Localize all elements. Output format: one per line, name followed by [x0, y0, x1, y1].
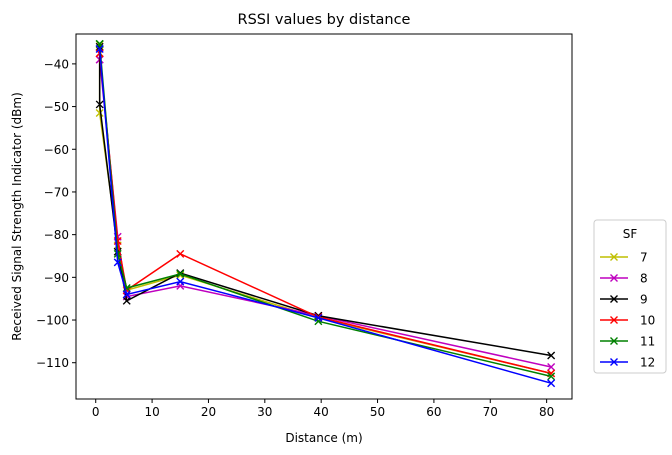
y-tick-label: −100 — [36, 314, 69, 328]
x-tick-label: 10 — [144, 405, 159, 419]
series-line — [98, 59, 552, 368]
legend-marker — [610, 337, 618, 345]
legend-entry-sf-12: 12 — [600, 356, 655, 370]
data-point-marker — [122, 290, 131, 299]
legend-label: 10 — [640, 314, 655, 328]
plot-area — [75, 33, 573, 400]
data-point-marker — [314, 313, 323, 322]
y-axis-label: Received Signal Strength Indicator (dBm) — [10, 92, 24, 341]
data-point-marker — [95, 100, 104, 109]
y-tick-label: −60 — [44, 143, 69, 157]
legend-marker — [610, 295, 618, 303]
legend-frame — [593, 219, 667, 374]
data-point-marker — [176, 271, 185, 280]
series-sf-11 — [95, 39, 556, 381]
legend-marker — [610, 358, 618, 366]
series-line — [98, 44, 552, 375]
x-tick-label: 40 — [314, 405, 329, 419]
data-point-marker — [547, 351, 556, 360]
legend-marker — [610, 274, 618, 282]
legend-label: 8 — [640, 272, 648, 286]
legend-label: 7 — [640, 251, 648, 265]
chart-title: RSSI values by distance — [238, 12, 411, 28]
data-point-marker — [113, 258, 122, 267]
series-sf-12 — [95, 44, 556, 388]
legend-label: 12 — [640, 356, 655, 370]
legend-marker — [610, 253, 618, 261]
axes-frame — [75, 33, 573, 400]
x-tick-label: 80 — [539, 405, 554, 419]
y-tick-label: −80 — [44, 228, 69, 242]
data-point-marker — [547, 362, 556, 371]
series-line — [98, 48, 552, 384]
series-sf-7 — [95, 40, 556, 378]
data-point-marker — [176, 277, 185, 286]
legend-entry-sf-10: 10 — [600, 314, 655, 328]
x-axis-label: Distance (m) — [285, 431, 362, 445]
x-tick-label: 50 — [370, 405, 385, 419]
legend-title: SF — [623, 227, 638, 241]
legend: SF 7 8 9 10 11 12 — [593, 219, 667, 374]
data-point-marker — [122, 296, 131, 305]
legend-entry-sf-7: 7 — [600, 251, 648, 265]
y-tick-label: −70 — [44, 185, 69, 199]
x-tick-label: 30 — [257, 405, 272, 419]
data-point-marker — [547, 372, 556, 381]
data-point-marker — [95, 44, 104, 53]
x-tick-label: 0 — [92, 405, 100, 419]
data-point-marker — [176, 249, 185, 258]
series-line — [98, 46, 552, 357]
x-tick-label: 70 — [483, 405, 498, 419]
y-tick-label: −110 — [36, 356, 69, 370]
series-line — [98, 53, 552, 375]
series-line — [98, 43, 552, 378]
legend-marker — [610, 316, 618, 324]
legend-label: 9 — [640, 293, 648, 307]
y-tick-label: −50 — [44, 100, 69, 114]
legend-entry-sf-9: 9 — [600, 293, 648, 307]
y-tick-label: −40 — [44, 57, 69, 71]
data-point-marker — [547, 379, 556, 388]
data-point-marker — [95, 108, 104, 117]
y-axis: −110 −100 −90 −80 −70 −60 −50 −40 — [36, 57, 76, 370]
x-axis: 0 10 20 30 40 50 60 70 80 — [92, 399, 554, 419]
y-tick-label: −90 — [44, 271, 69, 285]
legend-entry-sf-8: 8 — [600, 272, 648, 286]
legend-label: 11 — [640, 335, 655, 349]
legend-entries: 7 8 9 10 11 12 — [600, 251, 655, 370]
legend-entry-sf-11: 11 — [600, 335, 655, 349]
x-tick-label: 20 — [201, 405, 216, 419]
series-layer — [95, 39, 556, 388]
series-sf-10 — [95, 49, 556, 378]
data-point-marker — [176, 269, 185, 278]
series-sf-9 — [95, 42, 556, 360]
x-tick-label: 60 — [426, 405, 441, 419]
